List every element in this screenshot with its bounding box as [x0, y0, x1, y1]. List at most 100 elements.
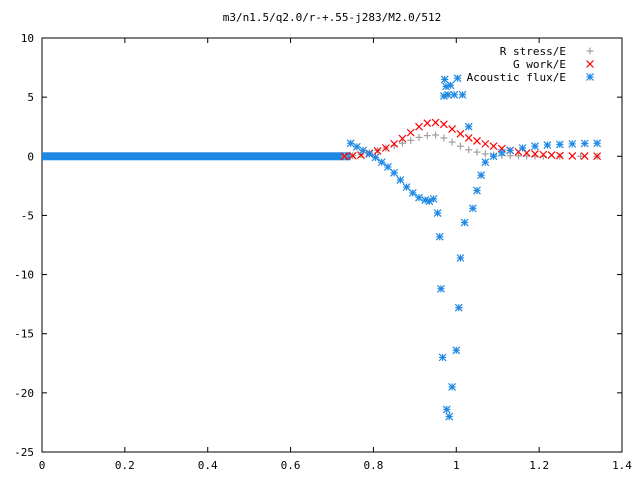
data-point	[456, 254, 465, 262]
y-tick-label: 10	[21, 32, 34, 45]
data-point	[547, 151, 556, 160]
data-point	[445, 412, 454, 421]
y-tick-label: -20	[14, 387, 34, 400]
data-point	[477, 171, 486, 180]
data-point	[384, 163, 392, 171]
legend-label: R stress/E	[500, 45, 566, 58]
legend-marker	[586, 73, 594, 81]
x-tick-label: 1	[453, 459, 460, 472]
data-point	[340, 152, 349, 161]
data-point	[423, 119, 432, 128]
data-point	[448, 138, 456, 146]
legend-label: Acoustic flux/E	[467, 71, 566, 84]
data-point	[407, 136, 415, 144]
legend-marker	[586, 47, 594, 55]
data-point	[454, 303, 463, 312]
data-point	[432, 131, 440, 139]
data-point	[543, 141, 552, 149]
data-point	[352, 142, 361, 151]
data-point	[433, 209, 442, 217]
data-point	[580, 139, 589, 148]
legend-marker	[586, 60, 594, 68]
x-tick-label: 0.6	[281, 459, 301, 472]
series-1	[340, 118, 602, 161]
axis-ticks: 0 0.2 0.4 0.6 0.8 1 1.2 1.4 10 5 0 -5 -10 -15 -20 -25	[14, 32, 632, 472]
data-point	[514, 152, 522, 160]
data-point	[446, 81, 455, 90]
data-point	[423, 132, 431, 140]
data-point	[468, 204, 477, 213]
x-tick-label: 0.2	[115, 459, 135, 472]
chart-title: m3/n1.5/q2.0/r-+.55-j283/M2.0/512	[223, 11, 442, 24]
data-point	[473, 136, 481, 145]
data-point	[431, 118, 440, 127]
data-point	[456, 129, 465, 138]
data-point	[398, 134, 407, 143]
data-point	[580, 152, 589, 160]
data-point	[348, 151, 357, 160]
data-point	[437, 284, 445, 293]
data-point	[438, 353, 447, 362]
data-point	[531, 149, 539, 158]
x-tick-label: 0.4	[198, 459, 218, 472]
data-point	[555, 140, 564, 149]
data-point	[481, 139, 490, 148]
data-point	[489, 142, 498, 151]
data-point	[464, 122, 473, 131]
data-point	[473, 148, 481, 156]
data-point	[464, 134, 473, 142]
data-point	[439, 120, 448, 129]
plot-area	[42, 74, 602, 421]
data-point	[593, 139, 602, 148]
data-point	[555, 151, 564, 160]
y-tick-label: -10	[14, 269, 34, 282]
data-point	[429, 194, 438, 203]
data-point	[539, 150, 548, 159]
data-point	[415, 193, 423, 202]
data-point	[440, 134, 448, 142]
data-point	[465, 146, 473, 154]
y-tick-label: 0	[27, 150, 34, 163]
data-point	[473, 186, 481, 195]
y-tick-label: -5	[21, 209, 34, 222]
data-point	[396, 176, 405, 184]
data-point	[593, 152, 602, 161]
y-tick-label: -25	[14, 446, 34, 459]
x-tick-label: 0	[39, 459, 46, 472]
data-point	[448, 383, 457, 391]
data-point	[448, 125, 457, 134]
data-point	[398, 139, 406, 147]
data-point	[489, 152, 498, 161]
data-point	[497, 148, 506, 157]
data-point	[568, 139, 577, 148]
data-point	[415, 122, 423, 131]
data-point	[531, 142, 539, 151]
data-point	[406, 128, 415, 137]
data-point	[518, 144, 527, 152]
data-point	[481, 150, 489, 158]
data-point	[365, 149, 374, 158]
data-point	[390, 139, 399, 148]
data-point	[506, 146, 515, 155]
data-point	[458, 90, 467, 99]
data-point	[377, 158, 386, 167]
data-point	[568, 152, 577, 160]
data-point	[359, 146, 367, 155]
data-point	[346, 139, 355, 148]
data-point	[444, 90, 452, 99]
y-tick-label: -15	[14, 328, 34, 341]
x-tick-label: 1.4	[612, 459, 632, 472]
data-point	[577, 152, 585, 160]
legend-label: G work/E	[513, 58, 566, 71]
data-point	[390, 168, 399, 177]
data-point	[442, 82, 450, 91]
data-point	[371, 153, 380, 162]
data-point	[456, 142, 464, 150]
data-point	[460, 218, 469, 227]
plot-frame	[41, 37, 623, 453]
y-tick-label: 5	[27, 91, 34, 104]
data-point	[481, 158, 490, 167]
x-tick-label: 1.2	[529, 459, 549, 472]
